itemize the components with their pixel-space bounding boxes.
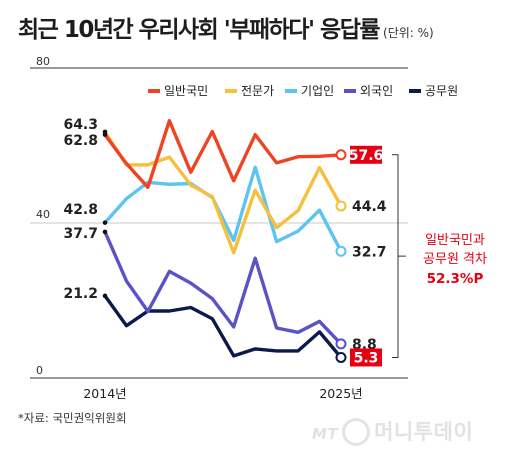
- speech-bubble-icon: [342, 418, 371, 446]
- series-line: [103, 230, 343, 346]
- end-value-badge: [350, 145, 382, 164]
- end-value-label: 44.4: [352, 199, 387, 215]
- gap-bracket: [392, 154, 399, 358]
- series-line: [103, 130, 343, 255]
- start-point: [102, 229, 108, 235]
- legend-label: 기업인: [301, 84, 334, 98]
- start-point: [102, 220, 108, 225]
- start-value-label: 64.3: [63, 117, 98, 133]
- legend-label: 외국인: [360, 84, 393, 98]
- y-tick-label: 40: [36, 208, 50, 221]
- start-point: [102, 129, 108, 135]
- legend-label: 공무원: [425, 84, 458, 98]
- gap-annotation-line: 일반국민과: [425, 233, 485, 248]
- gap-annotation-line: 공무원 격차: [423, 252, 487, 267]
- end-point: [335, 338, 347, 350]
- y-tick-label: 0: [36, 364, 43, 377]
- legend-label: 전문가: [241, 84, 274, 98]
- legend-label: 일반국민: [164, 84, 208, 98]
- source-note: *자료: 국민권익위원회: [18, 411, 127, 425]
- y-tick-label: 80: [36, 55, 50, 68]
- series-line: [103, 118, 343, 190]
- end-value-badge: [350, 348, 382, 367]
- end-value-label: 32.7: [352, 244, 387, 260]
- x-tick-label: 2025년: [319, 386, 362, 401]
- end-point: [335, 149, 347, 161]
- start-value-label: 21.2: [63, 286, 98, 302]
- watermark-logo: MT 머니투데이: [312, 416, 473, 446]
- watermark-text: 머니투데이: [374, 420, 474, 444]
- start-value-label: 37.7: [63, 226, 98, 242]
- start-point: [102, 293, 108, 299]
- end-point: [335, 200, 347, 212]
- chart-title: 최근 10년간 우리사회 '부패하다' 응답률 (단위: %): [18, 10, 434, 44]
- series-line: [103, 294, 343, 360]
- end-point: [335, 245, 347, 257]
- unit-note: (단위: %): [383, 26, 434, 40]
- end-value-label: 57.6: [349, 148, 384, 164]
- x-tick-label: 2014년: [83, 386, 126, 401]
- gap-annotation-line: 52.3%P: [427, 271, 484, 287]
- end-value-label: 5.3: [354, 350, 379, 366]
- start-value-label: 62.8: [63, 133, 98, 149]
- end-point: [335, 351, 347, 363]
- chart-title-text: 최근 10년간 우리사회 '부패하다' 응답률: [18, 17, 381, 43]
- start-value-label: 42.8: [63, 202, 98, 218]
- watermark-mt: MT: [312, 425, 339, 443]
